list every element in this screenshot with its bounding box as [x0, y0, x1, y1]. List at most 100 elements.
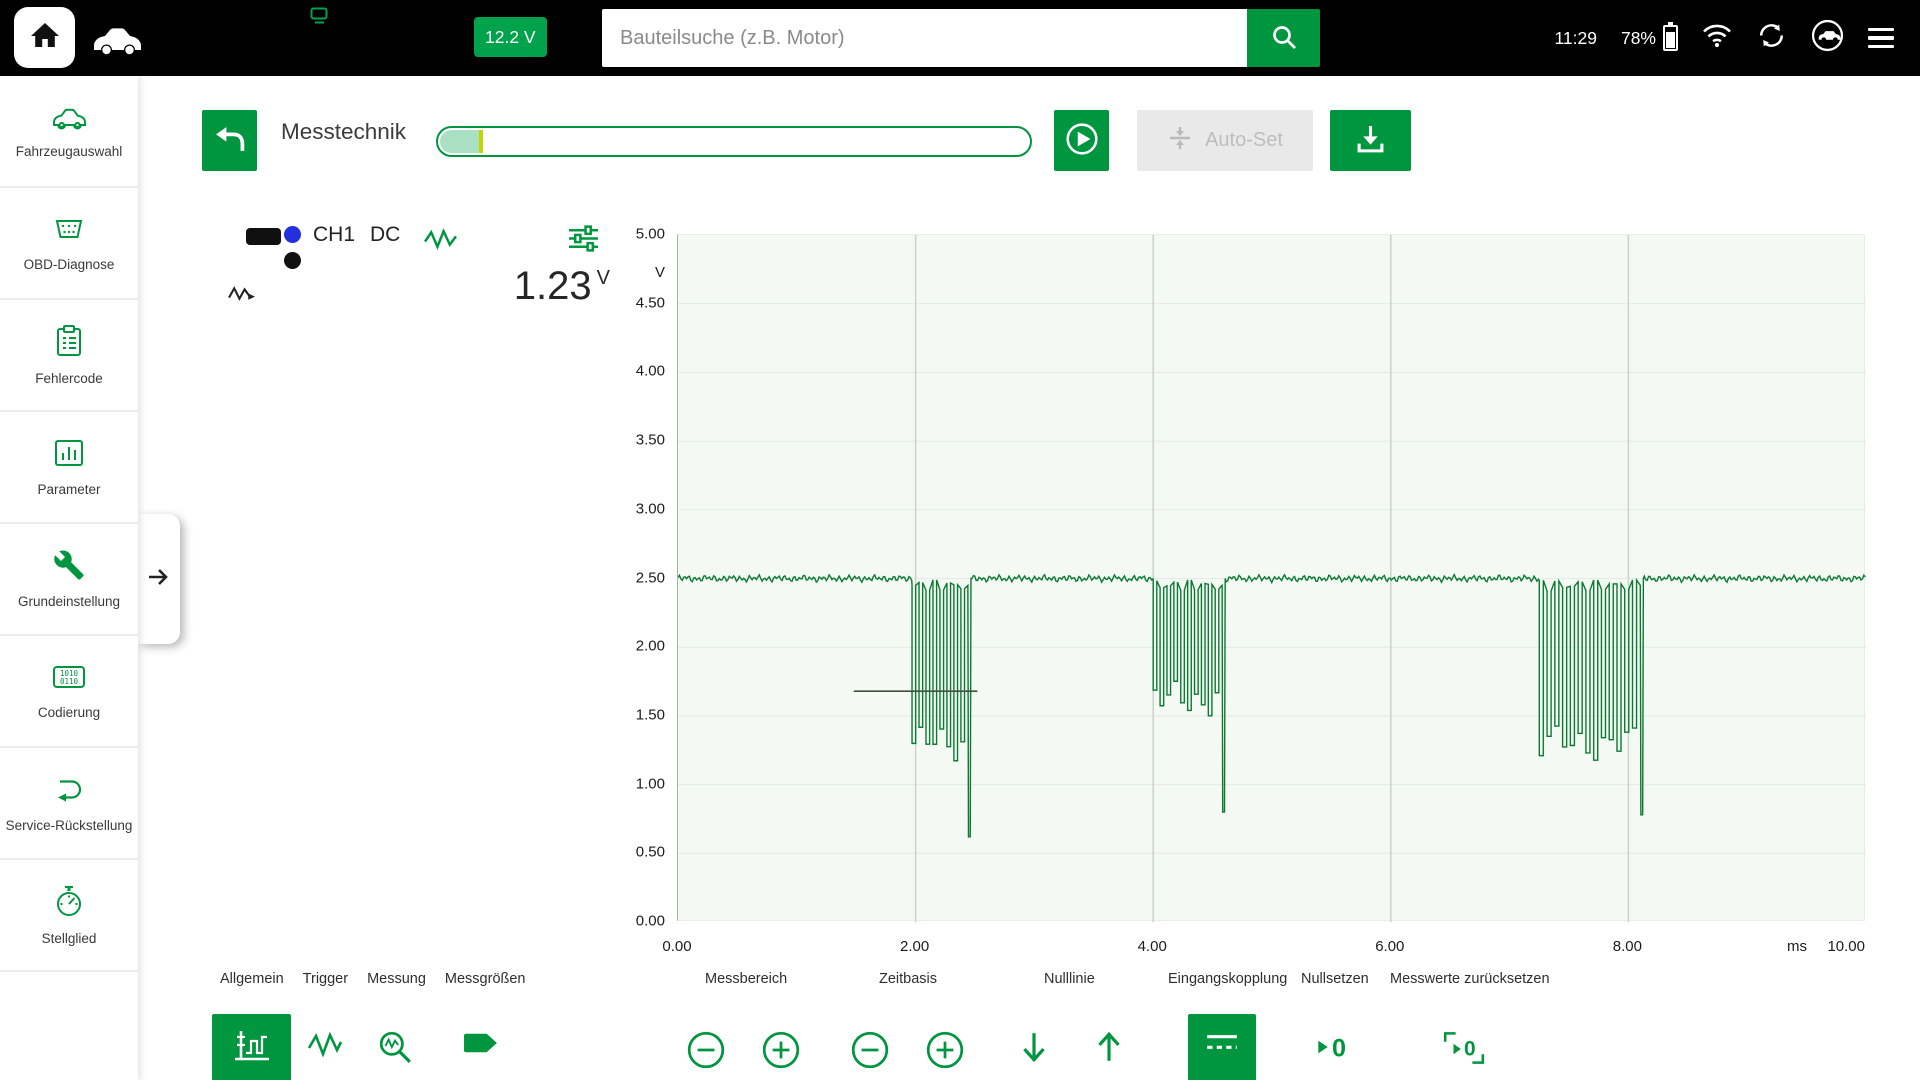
y-tick-label: 0.00: [635, 912, 665, 930]
display-settings-button[interactable]: [212, 1014, 291, 1080]
search-bar: [602, 9, 1320, 67]
page-title: Messtechnik: [281, 119, 407, 144]
search-button[interactable]: [1247, 9, 1320, 67]
marker-button[interactable]: [447, 1014, 515, 1080]
connection-indicator-icon: [310, 7, 330, 29]
nullline-up-button[interactable]: [1075, 1014, 1143, 1080]
channel-header: CH1 DC: [313, 223, 400, 247]
sidebar-item-label: Stellglied: [41, 930, 97, 946]
play-button[interactable]: [1054, 110, 1109, 171]
sidebar-item-fehlercode[interactable]: Fehlercode: [0, 300, 138, 412]
label-nullsetzen: Nullsetzen: [1301, 971, 1369, 987]
reset-values-button[interactable]: 0: [1430, 1014, 1498, 1080]
sidebar-item-codierung[interactable]: 1010 0110 Codierung: [0, 636, 138, 748]
timebase-decrease-button[interactable]: [836, 1014, 904, 1080]
x-tick-label: 8.00: [1612, 938, 1642, 955]
tab-trigger[interactable]: Trigger: [302, 971, 349, 987]
sync-icon[interactable]: [1756, 20, 1787, 56]
svg-text:1010: 1010: [60, 669, 79, 678]
service-reset-icon: [52, 773, 86, 809]
tab-messgroessen[interactable]: Messgrößen: [444, 971, 526, 987]
channel-color-swatch[interactable]: [246, 228, 281, 245]
x-axis-unit: ms: [1787, 938, 1807, 955]
autoset-label: Auto-Set: [1205, 129, 1283, 151]
topbar-status-cluster: 11:29 78%: [1554, 0, 1894, 76]
x-tick-label: 10.00: [1827, 938, 1865, 955]
search-input[interactable]: [602, 9, 1247, 67]
x-tick-label: 6.00: [1375, 938, 1405, 955]
sidebar-item-parameter[interactable]: Parameter: [0, 412, 138, 524]
actuator-test-icon: [53, 884, 85, 922]
label-nulllinie: Nulllinie: [1044, 971, 1095, 987]
tab-messung[interactable]: Messung: [367, 971, 426, 987]
vehicle-status-icon[interactable]: [1811, 19, 1844, 57]
label-messbereich: Messbereich: [705, 971, 788, 987]
play-icon: [1064, 121, 1100, 160]
sidebar-item-stellglied[interactable]: Stellglied: [0, 860, 138, 972]
dc-coupling-icon: [1204, 1029, 1240, 1058]
progress-bar: [436, 126, 1032, 157]
zero-set-button[interactable]: 0: [1299, 1014, 1367, 1080]
topbar: 12.2 V 11:29 78%: [0, 0, 1920, 76]
label-eingangskopplung: Eingangskopplung: [1168, 971, 1288, 987]
zoom-icon: [377, 1029, 413, 1068]
y-tick-label: 1.00: [635, 775, 665, 793]
range-decrease-button[interactable]: [672, 1014, 740, 1080]
channel-blue-dot[interactable]: [284, 226, 301, 243]
timebase-increase-button[interactable]: [911, 1014, 979, 1080]
sidebar-item-grundeinstellung[interactable]: Grundeinstellung: [0, 524, 138, 636]
svg-text:0: 0: [1332, 1034, 1346, 1062]
y-tick-label: 4.00: [635, 362, 665, 380]
label-zeitbasis: Zeitbasis: [879, 971, 938, 987]
nullline-down-button[interactable]: [1000, 1014, 1068, 1080]
coupling-button[interactable]: [1188, 1014, 1256, 1080]
channel-black-dot[interactable]: [284, 252, 301, 269]
battery-voltage-value: 12.2 V: [485, 26, 536, 47]
y-tick-label: 2.50: [635, 569, 665, 586]
sidebar-item-label: OBD-Diagnose: [23, 256, 115, 272]
y-tick-label: 3.00: [635, 500, 665, 518]
search-icon: [1270, 23, 1298, 54]
zoom-button[interactable]: [361, 1014, 429, 1080]
svg-text:0110: 0110: [60, 677, 79, 686]
clock: 11:29: [1554, 27, 1597, 48]
menu-button[interactable]: [1868, 27, 1894, 49]
scope-plot[interactable]: [677, 234, 1866, 922]
channel-settings-button[interactable]: [568, 224, 599, 256]
x-tick-label: 4.00: [1137, 938, 1167, 955]
home-icon: [28, 19, 62, 56]
wrench-icon: [53, 549, 85, 585]
sidebar-item-label: Fehlercode: [35, 370, 103, 386]
sidebar-item-label: Service-Rückstellung: [5, 817, 133, 833]
x-tick-label: 2.00: [899, 938, 930, 955]
wifi-icon[interactable]: [1702, 23, 1732, 53]
progress-fill: [440, 130, 482, 153]
download-button[interactable]: [1330, 110, 1411, 171]
y-tick-label: 3.50: [635, 431, 665, 449]
reset-to-zero-icon: 0: [1441, 1029, 1487, 1070]
sliders-icon: [568, 225, 599, 256]
autoset-button[interactable]: Auto-Set: [1137, 110, 1313, 171]
sidebar-item-label: Codierung: [37, 704, 101, 720]
autoset-icon: [1167, 125, 1193, 157]
waveform-icon: [307, 1029, 343, 1064]
y-tick-label: 0.50: [635, 843, 665, 861]
range-increase-button[interactable]: [747, 1014, 815, 1080]
home-button[interactable]: [14, 7, 75, 68]
y-axis: 5.00 4.50 4.00 3.50 3.00 2.50 2.00 1.50 1.00 0.50…: [595, 226, 665, 930]
sidebar-item-label: Fahrzeugauswahl: [15, 144, 123, 159]
waveform-view-button[interactable]: [291, 1014, 359, 1080]
back-button[interactable]: [202, 110, 257, 171]
sidebar-item-obd-diagnose[interactable]: OBD-Diagnose: [0, 188, 138, 300]
minus-circle-icon: [849, 1029, 891, 1074]
sidebar-item-fahrzeugauswahl[interactable]: Fahrzeugauswahl: [0, 76, 138, 188]
tab-allgemein[interactable]: Allgemein: [220, 971, 284, 987]
sidebar-expand-tab[interactable]: [138, 514, 180, 644]
settings-tabs: Allgemein Trigger Messung Messgrößen: [220, 971, 526, 987]
label-messwerte-zuruecksetzen: Messwerte zurücksetzen: [1390, 971, 1550, 987]
measured-value-number: 1.23: [513, 264, 592, 308]
channel-coupling: DC: [370, 223, 401, 246]
sidebar-item-service-rueckstellung[interactable]: Service-Rückstellung: [0, 748, 138, 860]
vehicle-icon[interactable]: [88, 19, 144, 62]
measured-value-unit: V: [596, 267, 610, 289]
